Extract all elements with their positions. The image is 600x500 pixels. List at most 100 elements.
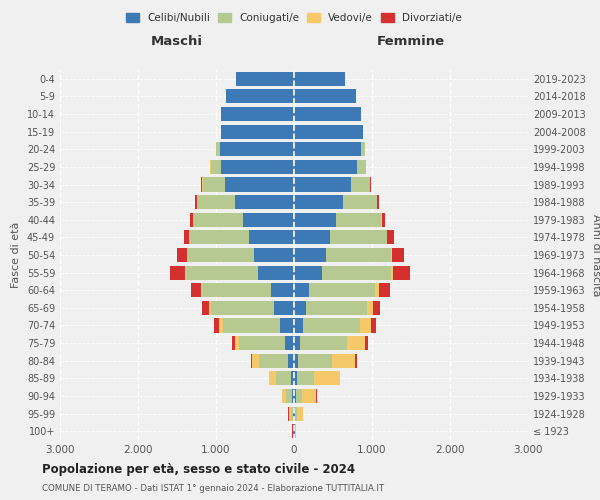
Bar bbox=[370, 178, 371, 192]
Bar bbox=[388, 230, 394, 244]
Bar bbox=[226, 178, 294, 192]
Bar bbox=[351, 178, 370, 192]
Bar bbox=[293, 424, 294, 438]
Bar bbox=[392, 248, 404, 262]
Bar bbox=[294, 372, 297, 386]
Bar bbox=[294, 301, 307, 315]
Bar bbox=[214, 318, 219, 332]
Bar bbox=[292, 389, 294, 403]
Bar bbox=[294, 124, 362, 138]
Bar bbox=[294, 406, 295, 420]
Bar bbox=[280, 318, 294, 332]
Bar bbox=[391, 248, 392, 262]
Text: Popolazione per età, sesso e stato civile - 2024: Popolazione per età, sesso e stato civil… bbox=[42, 462, 355, 475]
Bar bbox=[184, 230, 189, 244]
Bar bbox=[330, 230, 387, 244]
Bar bbox=[251, 354, 252, 368]
Bar bbox=[343, 195, 377, 209]
Bar bbox=[286, 389, 292, 403]
Bar bbox=[347, 336, 365, 350]
Bar bbox=[294, 336, 300, 350]
Bar bbox=[271, 283, 294, 298]
Bar bbox=[232, 336, 235, 350]
Bar bbox=[190, 212, 193, 227]
Bar bbox=[322, 266, 391, 280]
Bar bbox=[314, 372, 340, 386]
Bar bbox=[294, 266, 322, 280]
Bar bbox=[294, 142, 361, 156]
Bar bbox=[282, 389, 286, 403]
Bar bbox=[221, 107, 294, 121]
Bar bbox=[294, 72, 346, 86]
Bar bbox=[294, 318, 304, 332]
Text: COMUNE DI TERAMO - Dati ISTAT 1° gennaio 2024 - Elaborazione TUTTITALIA.IT: COMUNE DI TERAMO - Dati ISTAT 1° gennaio… bbox=[42, 484, 384, 493]
Bar bbox=[269, 372, 276, 386]
Bar bbox=[291, 372, 294, 386]
Bar bbox=[294, 389, 296, 403]
Bar bbox=[294, 195, 343, 209]
Bar bbox=[373, 301, 380, 315]
Text: Femmine: Femmine bbox=[377, 35, 445, 48]
Bar bbox=[254, 248, 294, 262]
Bar bbox=[226, 90, 294, 104]
Bar bbox=[177, 248, 187, 262]
Bar bbox=[289, 406, 290, 420]
Bar bbox=[357, 160, 366, 174]
Bar bbox=[195, 195, 197, 209]
Bar bbox=[298, 406, 303, 420]
Y-axis label: Fasce di età: Fasce di età bbox=[11, 222, 21, 288]
Bar bbox=[332, 354, 355, 368]
Bar bbox=[219, 318, 223, 332]
Bar bbox=[355, 354, 356, 368]
Bar bbox=[297, 372, 314, 386]
Bar bbox=[197, 195, 235, 209]
Bar bbox=[203, 178, 226, 192]
Bar bbox=[307, 301, 367, 315]
Bar bbox=[185, 266, 258, 280]
Bar bbox=[170, 266, 185, 280]
Bar bbox=[295, 424, 296, 438]
Bar bbox=[284, 336, 294, 350]
Bar bbox=[371, 318, 376, 332]
Bar bbox=[298, 354, 332, 368]
Bar bbox=[360, 318, 371, 332]
Bar bbox=[288, 354, 294, 368]
Bar bbox=[235, 72, 294, 86]
Bar bbox=[239, 336, 284, 350]
Text: Maschi: Maschi bbox=[151, 35, 203, 48]
Bar bbox=[209, 301, 211, 315]
Bar bbox=[302, 389, 316, 403]
Bar bbox=[294, 283, 309, 298]
Bar bbox=[336, 212, 382, 227]
Bar bbox=[252, 354, 259, 368]
Bar bbox=[294, 424, 295, 438]
Bar bbox=[295, 406, 298, 420]
Bar bbox=[294, 90, 356, 104]
Bar bbox=[202, 283, 271, 298]
Y-axis label: Anni di nascita: Anni di nascita bbox=[591, 214, 600, 296]
Bar bbox=[316, 389, 317, 403]
Bar bbox=[294, 160, 357, 174]
Bar bbox=[242, 212, 294, 227]
Bar bbox=[258, 266, 294, 280]
Bar bbox=[392, 266, 410, 280]
Bar bbox=[362, 124, 363, 138]
Bar bbox=[190, 230, 249, 244]
Bar bbox=[294, 212, 336, 227]
Bar bbox=[382, 212, 385, 227]
Bar bbox=[290, 406, 293, 420]
Bar bbox=[191, 283, 200, 298]
Bar bbox=[294, 107, 361, 121]
Bar bbox=[221, 124, 294, 138]
Bar bbox=[309, 283, 375, 298]
Bar bbox=[187, 248, 254, 262]
Bar bbox=[387, 230, 388, 244]
Bar bbox=[235, 195, 294, 209]
Bar bbox=[367, 301, 373, 315]
Bar bbox=[294, 354, 298, 368]
Bar bbox=[300, 336, 347, 350]
Bar bbox=[293, 406, 294, 420]
Bar bbox=[235, 336, 239, 350]
Bar bbox=[276, 372, 291, 386]
Bar bbox=[220, 142, 294, 156]
